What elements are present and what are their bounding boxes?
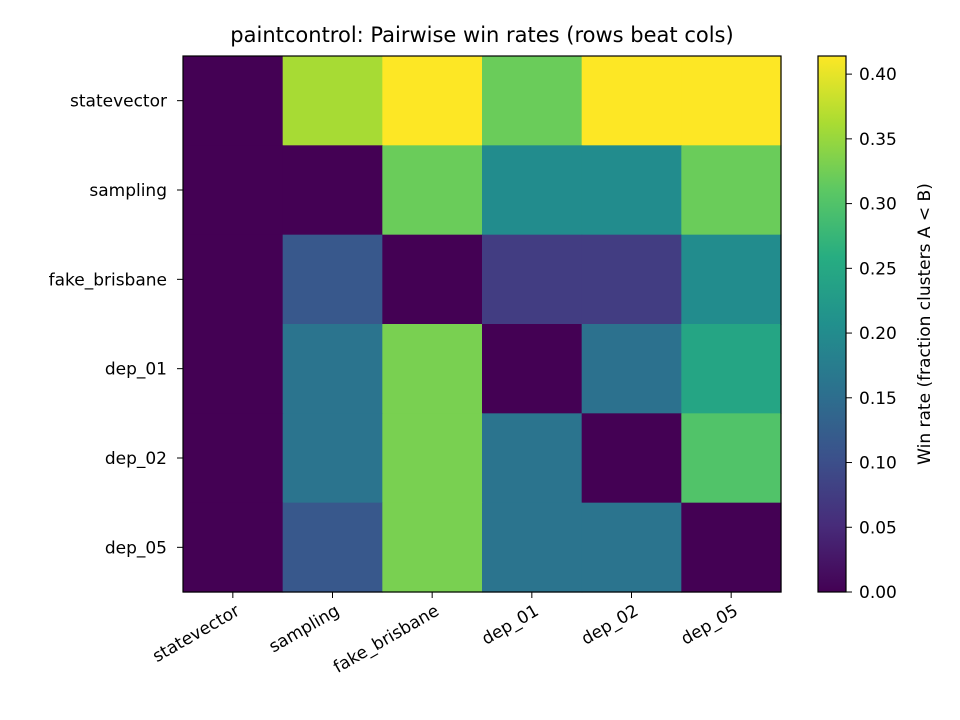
row-tick-label: sampling bbox=[89, 181, 167, 201]
heatmap-cells bbox=[183, 56, 782, 593]
heatmap-cell bbox=[382, 502, 483, 593]
heatmap-cell bbox=[681, 145, 782, 236]
heatmap-cell bbox=[382, 324, 483, 414]
colorbar-tick-label: 0.25 bbox=[859, 259, 897, 279]
heatmap-cell bbox=[581, 145, 682, 236]
colorbar-bar bbox=[817, 55, 847, 593]
heatmap-cell bbox=[581, 234, 682, 325]
heatmap-cell bbox=[282, 234, 383, 325]
heatmap-cell bbox=[183, 145, 284, 236]
row-tick-labels: statevector sampling fake_brisbane dep_01de… bbox=[49, 92, 183, 558]
colorbar: 0.00 0.05 0.10 0.15 0.20 0.25 0.30 0.35 0.40 bbox=[817, 55, 897, 603]
heatmap-cell bbox=[183, 502, 284, 593]
heatmap-cell bbox=[183, 56, 284, 146]
heatmap-cell bbox=[482, 502, 583, 593]
colorbar-tick-label: 0.40 bbox=[859, 65, 897, 85]
heatmap-cell bbox=[282, 56, 383, 146]
heatmap-cell bbox=[382, 145, 483, 236]
heatmap-cell bbox=[681, 413, 782, 504]
col-tick-label: dep_05 bbox=[678, 601, 742, 649]
col-tick-label: dep_01 bbox=[478, 601, 542, 649]
colorbar-tick-label: 0.05 bbox=[859, 518, 897, 538]
heatmap-cell bbox=[183, 234, 284, 325]
heatmap-cell bbox=[282, 413, 383, 504]
heatmap-cell bbox=[382, 413, 483, 504]
heatmap-cell bbox=[482, 324, 583, 414]
col-tick-label: statevector bbox=[149, 601, 243, 667]
colorbar-tick-label: 0.20 bbox=[859, 324, 897, 344]
heatmap-cell bbox=[282, 145, 383, 236]
heatmap-cell bbox=[482, 234, 583, 325]
heatmap-cell bbox=[382, 234, 483, 325]
heatmap-cell bbox=[183, 324, 284, 414]
colorbar-tick-label: 0.15 bbox=[859, 389, 897, 409]
plot-frame bbox=[182, 55, 782, 593]
heatmap-cell bbox=[482, 413, 583, 504]
col-tick-label: dep_02 bbox=[578, 601, 642, 649]
heatmap-cell bbox=[581, 56, 682, 146]
row-tick-label: statevector bbox=[70, 92, 167, 112]
heatmap-cell bbox=[681, 324, 782, 414]
heatmap-cell bbox=[282, 324, 383, 414]
colorbar-tick-label: 0.35 bbox=[859, 130, 897, 150]
colorbar-tick-label: 0.30 bbox=[859, 195, 897, 215]
colorbar-tick-label: 0.00 bbox=[859, 583, 897, 603]
row-tick-label: fake_brisbane bbox=[49, 270, 167, 290]
col-tick-label: fake_brisbane bbox=[330, 601, 443, 678]
heatmap-cell bbox=[581, 502, 682, 593]
heatmap-cell bbox=[482, 145, 583, 236]
heatmap-cell bbox=[681, 234, 782, 325]
heatmap-cell bbox=[581, 413, 682, 504]
row-tick-label: dep_02 bbox=[105, 449, 167, 469]
heatmap-cell bbox=[681, 56, 782, 146]
chart-title: paintcontrol: Pairwise win rates (rows b… bbox=[230, 23, 733, 47]
col-tick-label: sampling bbox=[266, 601, 343, 657]
heatmap-cell bbox=[282, 502, 383, 593]
heatmap-cell bbox=[482, 56, 583, 146]
heatmap-cell bbox=[382, 56, 483, 146]
heatmap-cell bbox=[581, 324, 682, 414]
row-tick-label: dep_01 bbox=[105, 360, 167, 380]
heatmap-cell bbox=[681, 502, 782, 593]
heatmap-cell bbox=[183, 413, 284, 504]
colorbar-tick-label: 0.10 bbox=[859, 454, 897, 474]
row-tick-label: dep_05 bbox=[105, 538, 167, 558]
colorbar-label: Win rate (fraction clusters A < B) bbox=[915, 183, 935, 465]
